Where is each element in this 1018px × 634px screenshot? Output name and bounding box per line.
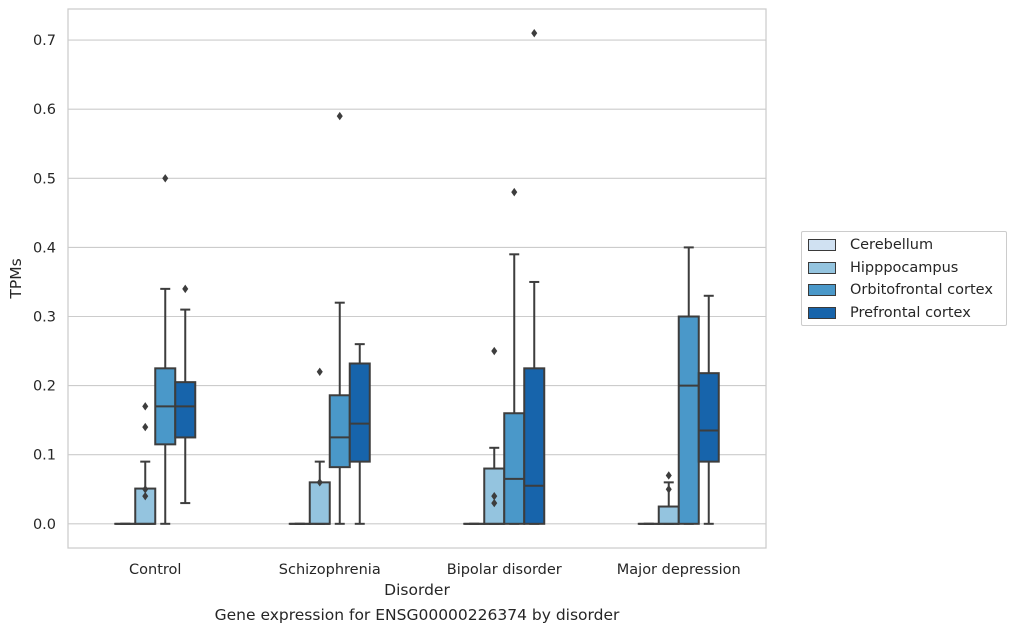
legend-swatch-hipppocampus [808,262,836,274]
y-tick-label: 0.7 [33,33,56,49]
box-body [677,315,700,525]
box-body [697,372,720,463]
legend-swatch-orbitofrontal-cortex [808,284,836,296]
box-body [308,481,331,525]
y-tick-label: 0.6 [33,102,56,118]
outlier-point [665,485,672,494]
box-orbitofrontal-cortex-control [154,174,177,525]
legend-item-cerebellum: Cerebellum [808,236,933,254]
outlier-point [142,491,149,501]
box-orbitofrontal-cortex-major-depression [677,246,700,525]
box-orbitofrontal-cortex-schizophrenia [328,111,351,525]
y-tick-label: 0.3 [33,310,56,326]
y-tick-label: 0.4 [33,240,56,256]
y-tick-label: 0.2 [33,379,56,395]
legend-label-hipppocampus: Hipppocampus [850,260,959,276]
outlier-point [142,485,149,494]
box-body [657,505,680,525]
legend-label-prefrontal-cortex: Prefrontal cortex [850,305,971,321]
x-tick-label: Control [129,562,181,578]
box-body [503,412,526,525]
y-tick-label: 0.5 [33,171,56,187]
x-axis-label: Disorder [384,581,450,599]
x-tick-label: Bipolar disorder [447,562,562,578]
outlier-point [142,402,149,411]
outlier-point [665,471,672,480]
box-prefrontal-cortex-bipolar-disorder [523,28,546,525]
legend-item-hipppocampus: Hipppocampus [808,259,958,277]
legend-item-prefrontal-cortex: Prefrontal cortex [808,304,971,322]
y-tick-label: 0.1 [33,448,56,464]
outlier-point [142,422,149,432]
legend-label-cerebellum: Cerebellum [850,237,934,253]
outlier-point [531,28,538,38]
outlier-point [511,187,518,197]
outlier-point [491,498,498,508]
box-body [174,381,197,439]
box-hipppocampus-bipolar-disorder [483,346,506,525]
x-tick-label: Schizophrenia [279,562,381,578]
outlier-point [491,346,498,356]
box-hipppocampus-control [134,402,157,525]
box-hipppocampus-major-depression [657,471,680,525]
x-tick-label: Major depression [617,562,741,578]
outlier-point [336,111,343,121]
box-orbitofrontal-cortex-bipolar-disorder [503,187,526,525]
box-prefrontal-cortex-schizophrenia [348,343,371,525]
legend-swatch-prefrontal-cortex [808,307,836,319]
y-tick-label: 0.0 [33,517,56,533]
plot-frame [67,8,767,549]
box-hipppocampus-schizophrenia [308,367,331,525]
legend: Cerebellum Hipppocampus Orbitofrontal co… [801,231,1007,326]
legend-label-orbitofrontal-cortex: Orbitofrontal cortex [850,282,993,298]
outlier-point [316,478,323,487]
chart-caption: Gene expression for ENSG00000226374 by d… [214,606,620,624]
outlier-point [316,367,323,376]
outlier-point [491,491,498,501]
y-axis-label: TPMs [7,258,25,299]
box-body [328,394,351,469]
legend-swatch-cerebellum [808,239,836,251]
outlier-point [162,174,169,183]
box-body [523,367,546,525]
box-prefrontal-cortex-major-depression [697,294,720,525]
legend-item-orbitofrontal-cortex: Orbitofrontal cortex [808,281,993,299]
box-prefrontal-cortex-control [174,284,197,505]
box-body [348,362,371,463]
outlier-point [182,284,189,294]
